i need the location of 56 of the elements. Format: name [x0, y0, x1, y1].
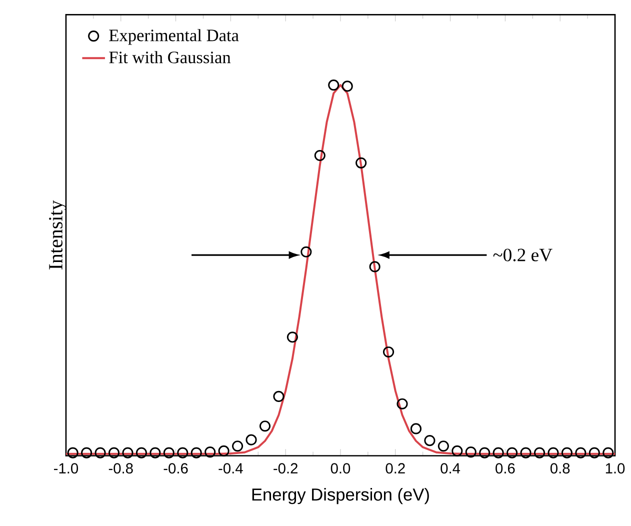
point	[328, 80, 340, 91]
point	[177, 447, 188, 458]
point	[369, 261, 380, 272]
y-axis-title: Intensity	[49, 200, 67, 270]
point	[136, 447, 147, 458]
point	[259, 420, 271, 432]
x-axis-title: Energy Dispersion (eV)	[252, 488, 429, 504]
point	[94, 447, 106, 458]
point	[396, 398, 408, 410]
x-tick-label: 0.0	[330, 463, 350, 474]
point	[81, 447, 92, 458]
point	[286, 332, 298, 343]
point	[342, 80, 353, 92]
point	[520, 447, 532, 458]
point	[246, 434, 257, 446]
point	[273, 391, 284, 402]
point	[465, 446, 476, 458]
x-tick-label: 0.6	[496, 463, 515, 474]
point	[163, 447, 174, 458]
point	[575, 447, 586, 458]
x-tick-label: 0.2	[386, 463, 405, 474]
annotation: ~0.2 eV	[493, 248, 552, 262]
x-tick-label: 0.8	[550, 463, 570, 474]
point	[190, 447, 202, 458]
x-tick-label: -1.0	[54, 463, 78, 474]
point	[561, 447, 573, 458]
point	[602, 447, 614, 458]
point	[150, 447, 161, 458]
point	[382, 346, 394, 358]
x-tick-label: -0.4	[218, 463, 243, 474]
point	[122, 447, 134, 458]
point	[588, 447, 600, 458]
point	[534, 447, 546, 458]
point	[410, 423, 422, 434]
x-tick-label: 1.0	[606, 463, 625, 474]
x-tick-label: -0.2	[274, 463, 298, 474]
point	[548, 447, 559, 458]
point	[204, 446, 216, 458]
point	[492, 447, 504, 458]
x-tick-label: -0.8	[108, 463, 133, 474]
point	[218, 446, 230, 457]
x-tick-label: -0.6	[164, 463, 188, 474]
x-tick-label: 0.4	[440, 463, 460, 474]
point	[108, 447, 120, 458]
point	[452, 446, 463, 457]
point	[506, 447, 518, 458]
point	[314, 150, 326, 162]
point	[424, 435, 436, 446]
point	[67, 447, 78, 458]
legend-label: Fit with Gaussian	[109, 51, 231, 64]
point	[356, 158, 367, 169]
point	[479, 447, 490, 458]
legend-label: Experimental Data	[109, 29, 239, 45]
point	[232, 440, 244, 452]
point	[438, 440, 449, 452]
point	[300, 246, 312, 258]
